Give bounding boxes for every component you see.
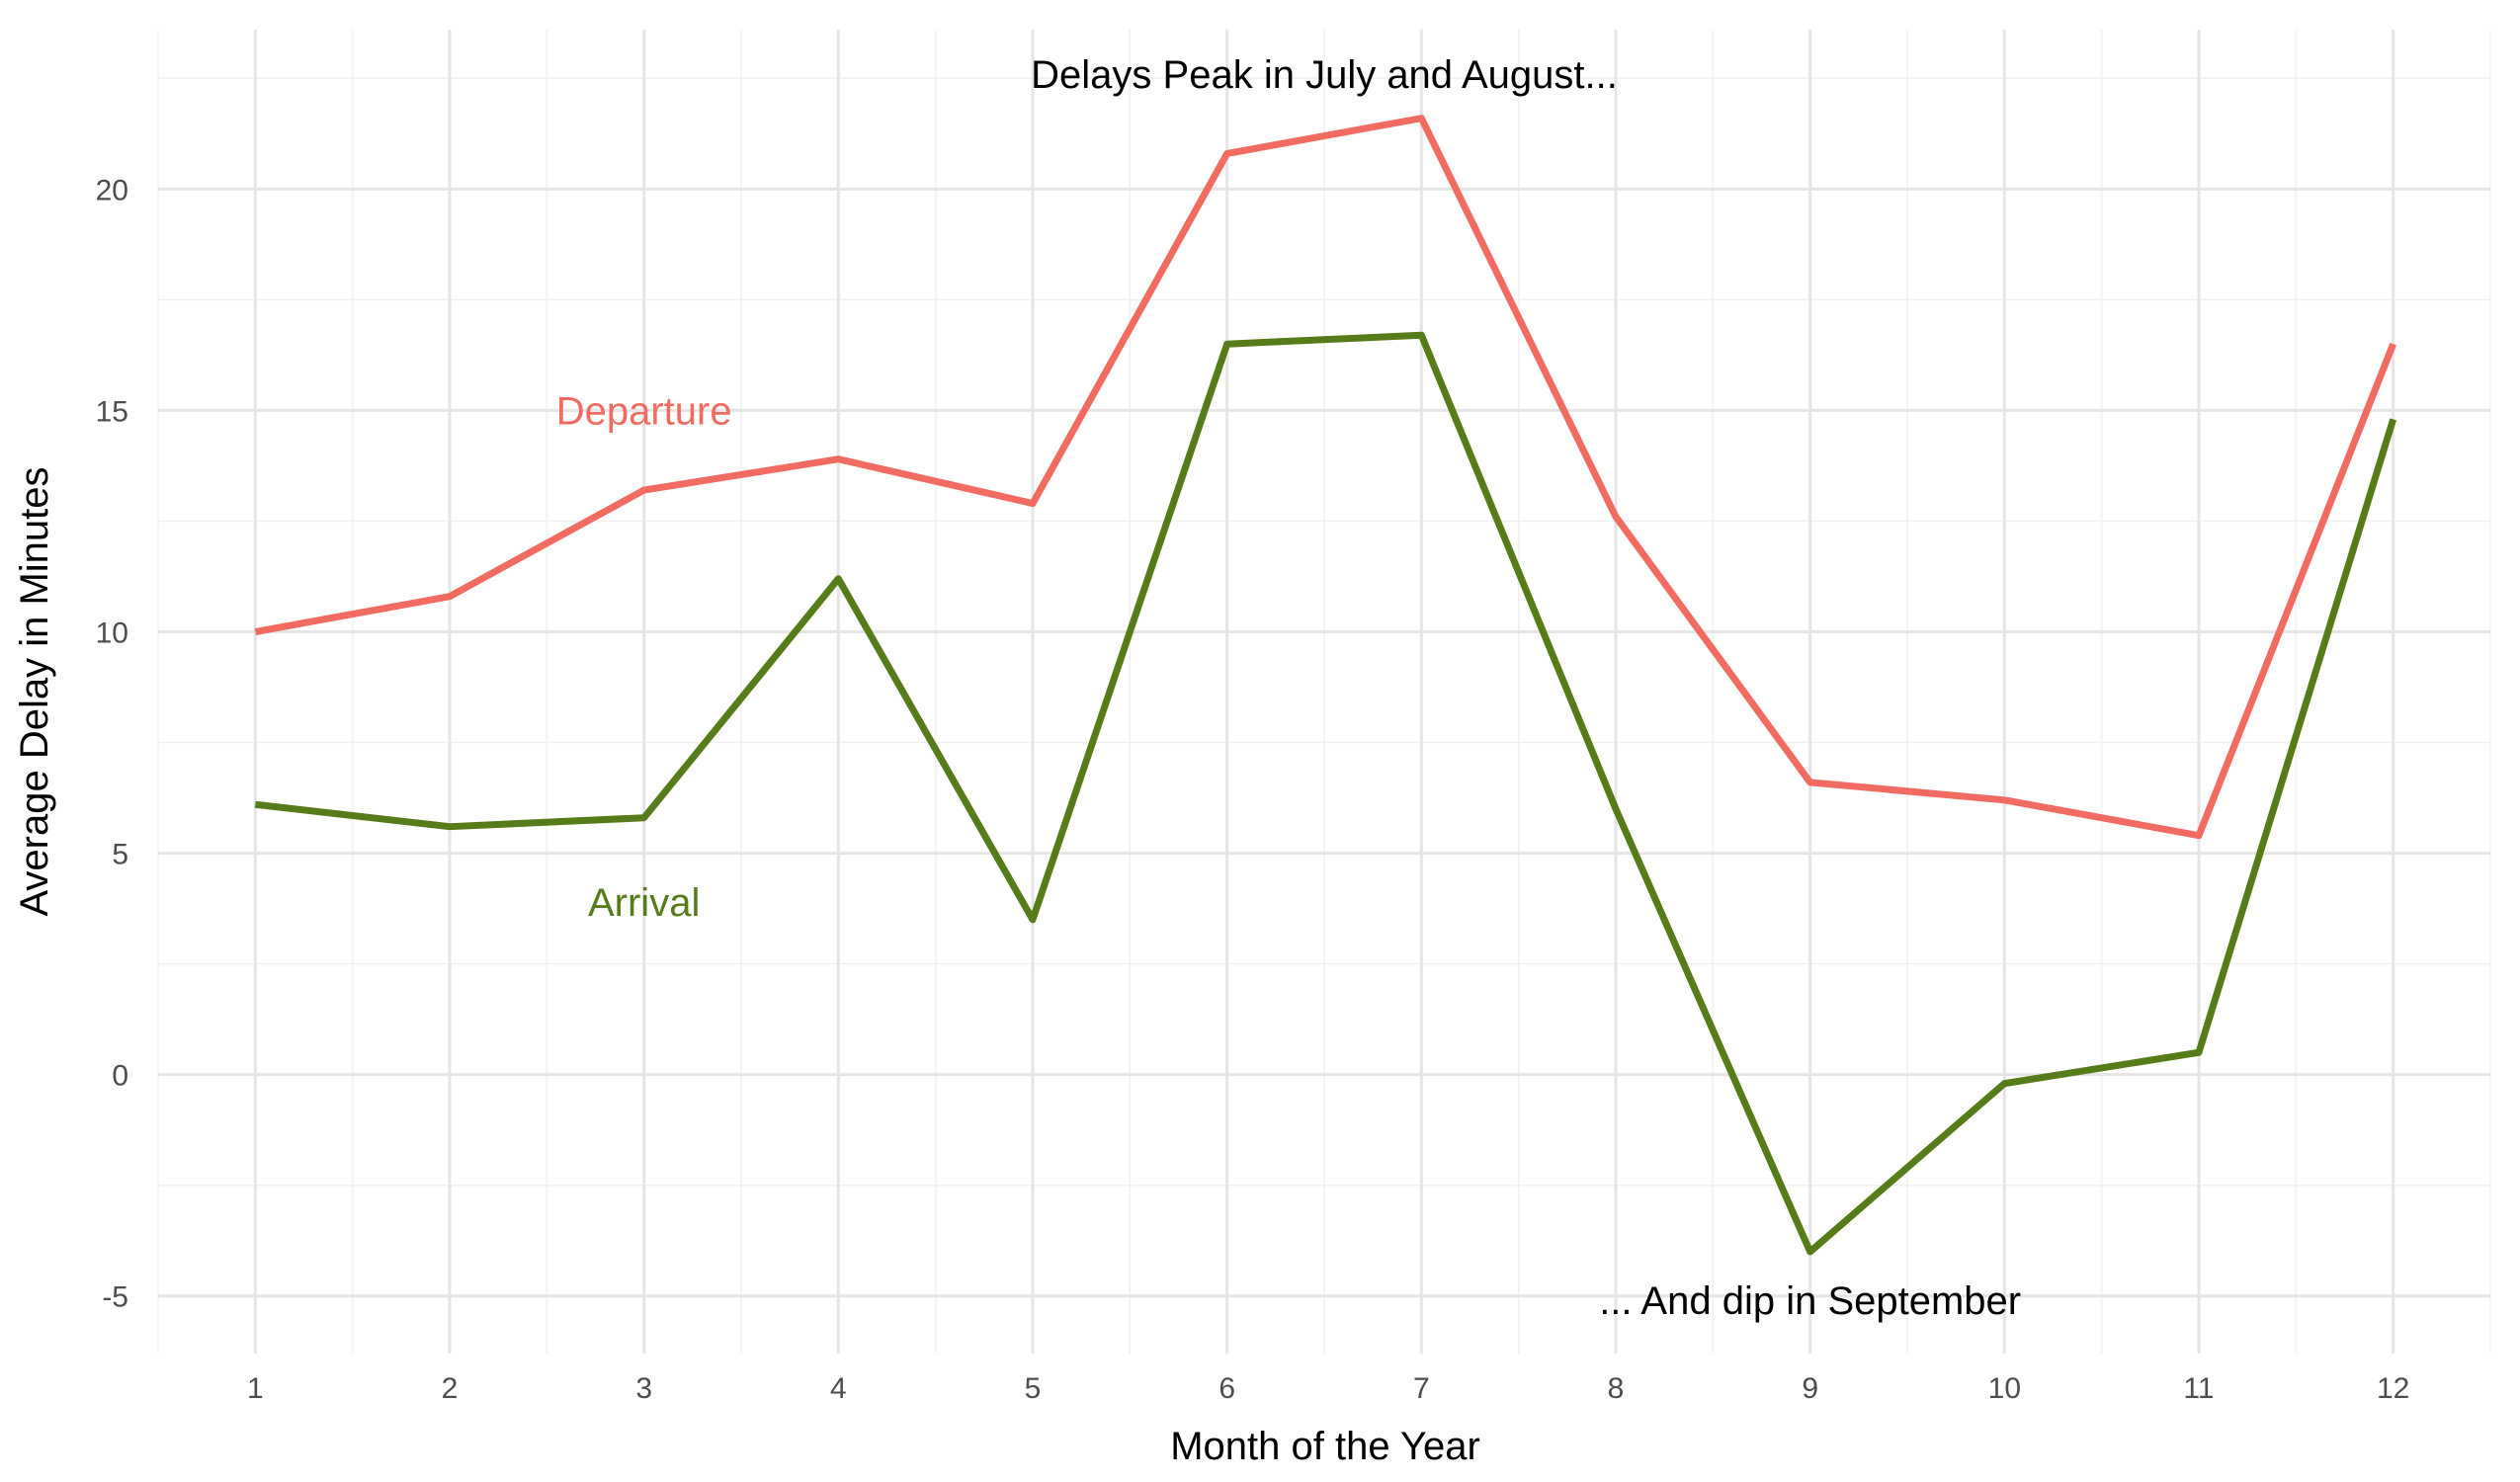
y-tick-label: 5 [112, 839, 128, 871]
series-line-departure [254, 115, 2396, 840]
y-tick-label: 20 [96, 174, 128, 206]
x-tick-label: 12 [2377, 1372, 2409, 1405]
y-tick-label: -5 [102, 1281, 128, 1314]
x-tick-label: 9 [1802, 1372, 1818, 1405]
y-tick-label: 0 [112, 1060, 128, 1093]
x-tick-label: 2 [442, 1372, 459, 1405]
x-axis-ticks: 1 2 3 4 5 6 7 8 9 10 11 12 [247, 1372, 2409, 1405]
x-axis-title: Month of the Year [1170, 1425, 1480, 1468]
y-tick-label: 10 [96, 617, 128, 649]
annotation-text: Arrival [588, 881, 700, 925]
x-tick-label: 8 [1608, 1372, 1625, 1405]
y-tick-label: 15 [96, 395, 128, 428]
x-tick-label: 5 [1025, 1372, 1042, 1405]
grid [157, 30, 2491, 1354]
x-tick-label: 3 [635, 1372, 652, 1405]
x-tick-label: 10 [1988, 1372, 2021, 1405]
x-tick-label: 7 [1413, 1372, 1430, 1405]
series-lines [254, 115, 2397, 1256]
x-tick-label: 11 [2183, 1372, 2214, 1405]
x-tick-label: 6 [1218, 1372, 1235, 1405]
x-tick-label: 1 [247, 1372, 264, 1405]
y-axis-ticks: -5 0 5 10 15 20 [96, 174, 128, 1313]
annotation-text: Delays Peak in July and August... [1031, 53, 1618, 97]
annotation-text: ... And dip in September [1599, 1279, 2021, 1323]
annotations: Delays Peak in July and August... ... And… [556, 53, 2021, 1323]
x-tick-label: 4 [830, 1372, 847, 1405]
y-axis-title: Average Delay in Minutes [13, 466, 56, 916]
series-line-arrival [254, 331, 2397, 1256]
annotation-text: Departure [556, 389, 732, 433]
